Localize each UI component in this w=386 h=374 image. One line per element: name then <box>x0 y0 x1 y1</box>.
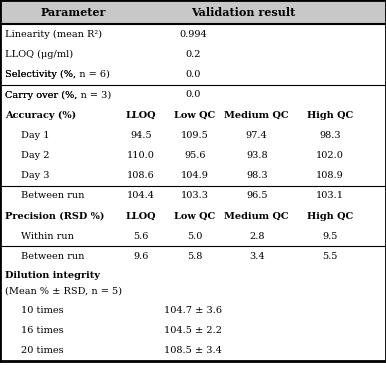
Text: 103.1: 103.1 <box>316 191 344 200</box>
Text: 98.3: 98.3 <box>319 131 341 140</box>
Text: 94.5: 94.5 <box>130 131 152 140</box>
Text: 2.8: 2.8 <box>249 232 264 241</box>
Text: Day 3: Day 3 <box>21 171 50 180</box>
Text: Low QC: Low QC <box>174 111 215 120</box>
Text: Day 1: Day 1 <box>21 131 50 140</box>
Text: 0.0: 0.0 <box>185 91 201 99</box>
Text: Selectivity (%,: Selectivity (%, <box>5 70 79 79</box>
Text: Between run: Between run <box>21 191 85 200</box>
Text: 0.994: 0.994 <box>179 30 207 39</box>
Text: Carry over (%,: Carry over (%, <box>5 91 80 99</box>
Text: 5.5: 5.5 <box>322 252 338 261</box>
Text: Medium QC: Medium QC <box>224 212 289 221</box>
Text: High QC: High QC <box>307 111 353 120</box>
Text: 108.6: 108.6 <box>127 171 155 180</box>
Text: 104.7 ± 3.6: 104.7 ± 3.6 <box>164 306 222 315</box>
Text: Validation result: Validation result <box>191 7 295 18</box>
Text: Linearity (mean R²): Linearity (mean R²) <box>5 30 102 39</box>
Text: LLOQ: LLOQ <box>125 111 156 120</box>
Text: 5.8: 5.8 <box>187 252 203 261</box>
Text: 10 times: 10 times <box>21 306 64 315</box>
Text: 110.0: 110.0 <box>127 151 155 160</box>
Text: 20 times: 20 times <box>21 346 64 355</box>
Text: 104.5 ± 2.2: 104.5 ± 2.2 <box>164 326 222 335</box>
Text: Within run: Within run <box>21 232 74 241</box>
Text: 104.9: 104.9 <box>181 171 209 180</box>
Text: 5.6: 5.6 <box>133 232 149 241</box>
Text: LLOQ (μg/ml): LLOQ (μg/ml) <box>5 50 73 59</box>
Text: 108.5 ± 3.4: 108.5 ± 3.4 <box>164 346 222 355</box>
Text: 103.3: 103.3 <box>181 191 209 200</box>
Text: 104.4: 104.4 <box>127 191 155 200</box>
Text: Medium QC: Medium QC <box>224 111 289 120</box>
Text: 97.4: 97.4 <box>246 131 267 140</box>
Text: 9.5: 9.5 <box>322 232 338 241</box>
Text: 0.0: 0.0 <box>185 70 201 79</box>
Text: Low QC: Low QC <box>174 212 215 221</box>
Text: 0.2: 0.2 <box>185 50 201 59</box>
Text: 108.9: 108.9 <box>316 171 344 180</box>
Text: 9.6: 9.6 <box>133 252 149 261</box>
Text: 93.8: 93.8 <box>246 151 267 160</box>
Text: Precision (RSD %): Precision (RSD %) <box>5 212 104 221</box>
Text: 102.0: 102.0 <box>316 151 344 160</box>
Text: Accuracy (%): Accuracy (%) <box>5 111 76 120</box>
Text: (Mean % ± RSD, n = 5): (Mean % ± RSD, n = 5) <box>5 287 122 296</box>
Text: 109.5: 109.5 <box>181 131 209 140</box>
Text: Dilution integrity: Dilution integrity <box>5 271 100 280</box>
Text: LLOQ: LLOQ <box>125 212 156 221</box>
Text: 98.3: 98.3 <box>246 171 267 180</box>
Text: 95.6: 95.6 <box>184 151 206 160</box>
Text: 3.4: 3.4 <box>249 252 264 261</box>
Text: Carry over (%, n = 3): Carry over (%, n = 3) <box>5 91 111 99</box>
Text: 96.5: 96.5 <box>246 191 267 200</box>
Bar <box>0 0 386 24</box>
Text: 16 times: 16 times <box>21 326 64 335</box>
Text: Between run: Between run <box>21 252 85 261</box>
Text: 5.0: 5.0 <box>187 232 203 241</box>
Text: High QC: High QC <box>307 212 353 221</box>
Text: Day 2: Day 2 <box>21 151 50 160</box>
Text: Selectivity (%, n = 6): Selectivity (%, n = 6) <box>5 70 110 79</box>
Text: Parameter: Parameter <box>41 7 106 18</box>
